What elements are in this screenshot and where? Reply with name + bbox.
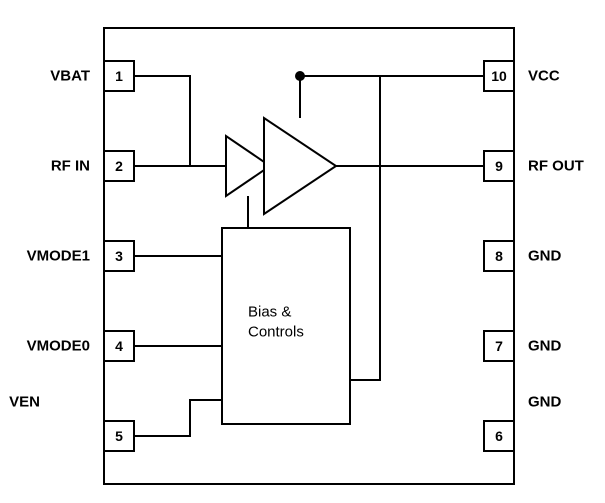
pin-label-rf-in: RF IN (51, 158, 90, 175)
pin-num-1: 1 (115, 68, 123, 84)
block-text-1: Bias & (248, 304, 291, 321)
wire-block-to-vcc-bus (350, 76, 380, 380)
pin-num-2: 2 (115, 158, 123, 174)
pin-label-vmode0: VMODE0 (27, 338, 90, 355)
pin-label-gnd-8: GND (528, 248, 562, 265)
pin-label-vcc-10: VCC (528, 68, 560, 85)
pin-num-3: 3 (115, 248, 123, 264)
pin-num-6: 6 (495, 428, 503, 444)
pin-num-10: 10 (491, 68, 507, 84)
block-diagram: 1 VBAT 2 RF IN 3 VMODE1 4 VMODE0 5 VEN 10 VCC 9 RF O… (0, 0, 605, 503)
pin-num-9: 9 (495, 158, 503, 174)
pin-label-rf-out-9: RF OUT (528, 158, 584, 175)
left-pins: 1 VBAT 2 RF IN 3 VMODE1 4 VMODE0 5 VEN (9, 61, 134, 451)
pin-label-gnd-7: GND (528, 338, 562, 355)
pin-label-ven: VEN (9, 394, 40, 411)
block-text-2: Controls (248, 324, 304, 341)
pin-num-4: 4 (115, 338, 123, 354)
wire-vbat-stub (134, 76, 190, 166)
pin-label-vmode1: VMODE1 (27, 248, 90, 265)
amp-stage-2 (264, 118, 336, 214)
right-pins: 10 VCC 9 RF OUT 8 GND 7 GND 6 GND (484, 61, 584, 451)
pin-label-gnd-6: GND (528, 394, 562, 411)
pin-num-5: 5 (115, 428, 123, 444)
wire-ven-to-block (134, 400, 222, 436)
pin-label-vbat: VBAT (50, 68, 90, 85)
vcc-junction-dot (295, 71, 305, 81)
pin-num-8: 8 (495, 248, 503, 264)
pin-num-7: 7 (495, 338, 503, 354)
